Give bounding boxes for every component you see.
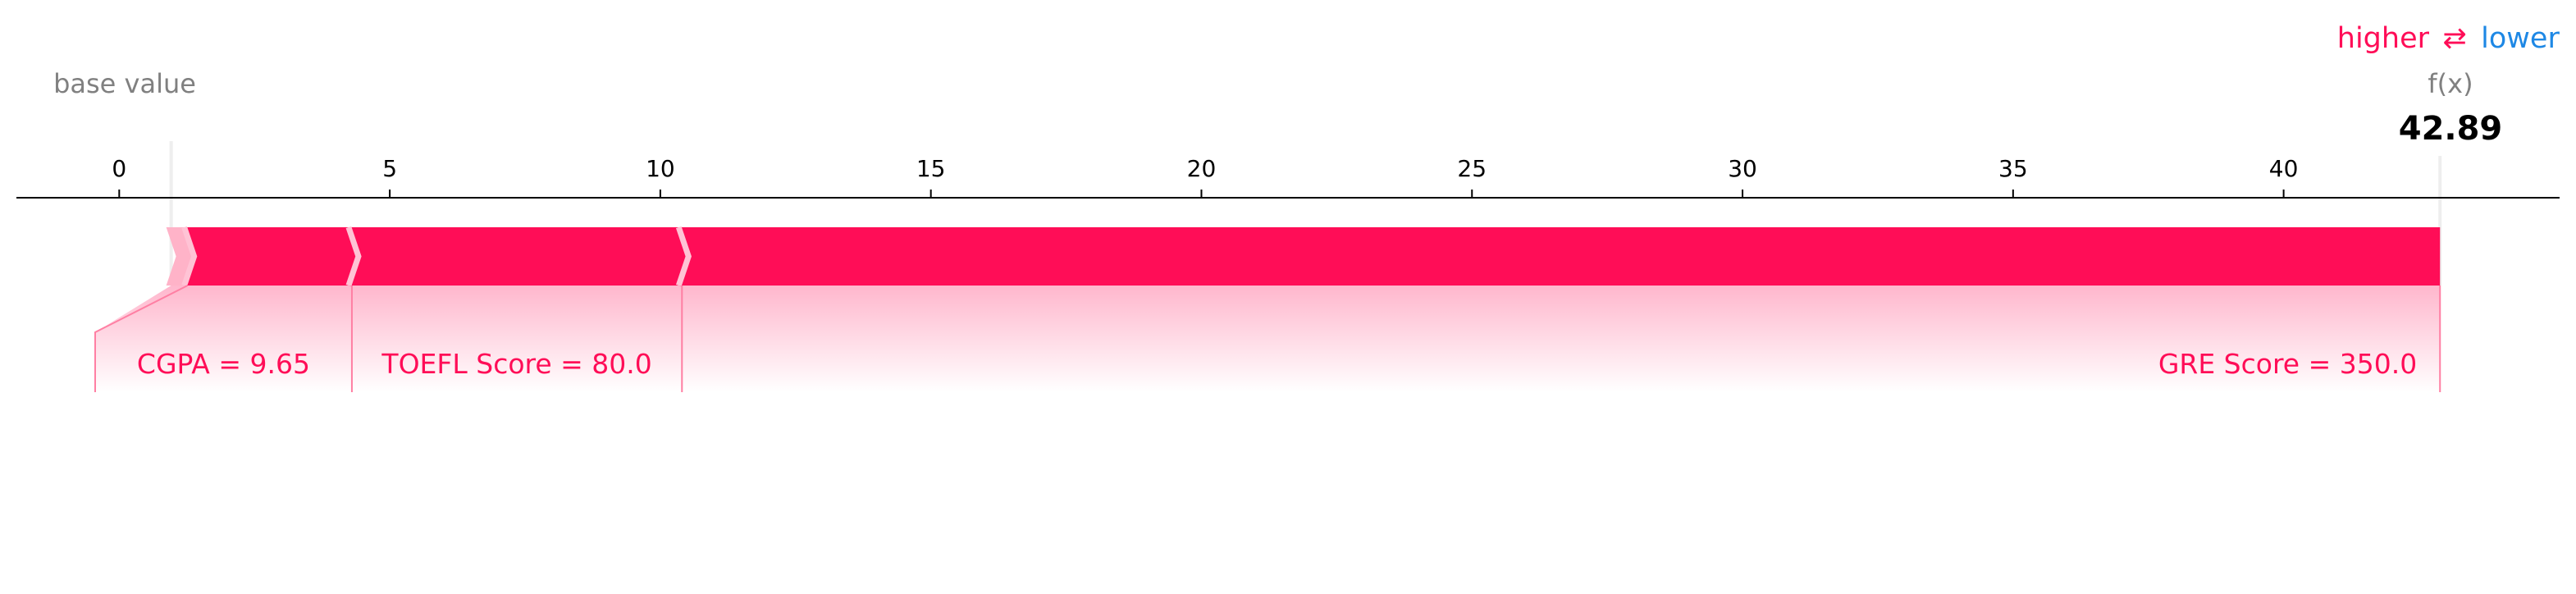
x-tick-label: 30	[1728, 155, 1757, 182]
feature-separator	[675, 226, 692, 287]
feature-region	[95, 286, 352, 392]
feature-connector	[94, 285, 189, 392]
base-value-label: base value	[53, 68, 196, 99]
output-value: 42.89	[2399, 110, 2503, 148]
feature-region	[351, 286, 683, 392]
x-tick-label: 35	[1998, 155, 2028, 182]
feature-label: TOEFL Score = 80.0	[381, 348, 651, 380]
x-tick-label: 40	[2269, 155, 2299, 182]
x-tick-label: 5	[382, 155, 397, 182]
output-label: f(x)	[2428, 68, 2473, 99]
x-tick-label: 15	[916, 155, 946, 182]
legend-lower-label: lower	[2481, 22, 2560, 55]
legend-higher-label: higher	[2337, 22, 2430, 55]
x-tick-label: 20	[1187, 155, 1217, 182]
force-bar	[171, 227, 2441, 286]
feature-separator	[345, 226, 362, 287]
feature-region	[682, 286, 2441, 392]
x-tick-label: 10	[646, 155, 675, 182]
x-tick-label: 25	[1457, 155, 1487, 182]
legend-arrow-icon: ⇄	[2442, 22, 2466, 55]
x-tick-label: 0	[112, 155, 126, 182]
feature-label: GRE Score = 350.0	[2158, 348, 2417, 380]
feature-separator	[181, 226, 198, 287]
feature-label: CGPA = 9.65	[137, 348, 310, 380]
